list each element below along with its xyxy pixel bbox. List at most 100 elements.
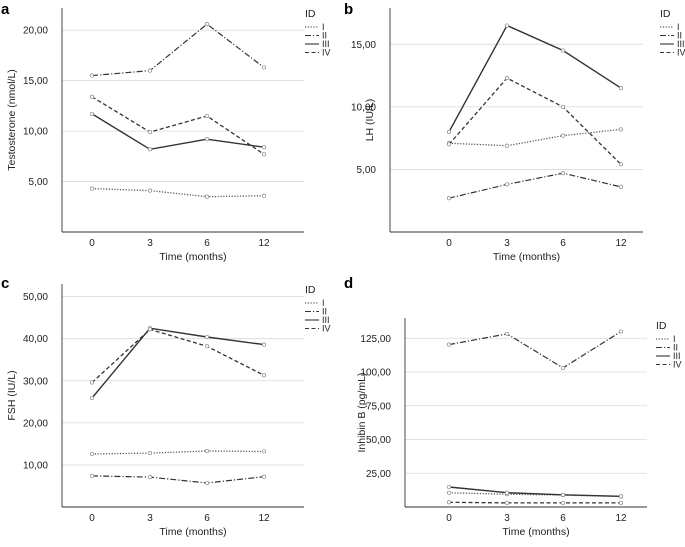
data-point-III bbox=[261, 342, 267, 347]
data-point-I bbox=[618, 127, 624, 132]
data-point-II bbox=[204, 480, 210, 486]
data-point-I bbox=[204, 194, 210, 199]
data-point-IV bbox=[446, 500, 452, 505]
x-tick-label: 3 bbox=[147, 238, 153, 249]
y-tick-label: 10,00 bbox=[351, 102, 376, 113]
data-point-I bbox=[204, 448, 210, 454]
data-point-III bbox=[204, 334, 210, 340]
data-point-III bbox=[618, 494, 624, 499]
data-point-II bbox=[504, 331, 510, 336]
data-point-II bbox=[204, 22, 210, 27]
data-point-II bbox=[89, 473, 95, 478]
y-axis-title: FSH (IU/L) bbox=[6, 370, 18, 420]
y-tick-label: 100,00 bbox=[360, 368, 391, 379]
x-axis-title: Time (months) bbox=[159, 526, 226, 538]
series-line-IV bbox=[448, 501, 621, 504]
data-point-III bbox=[504, 23, 510, 28]
data-point-IV bbox=[89, 94, 95, 99]
data-point-II bbox=[261, 474, 267, 479]
data-point-II bbox=[446, 342, 452, 347]
legend-label: IV bbox=[677, 48, 685, 58]
data-point-III bbox=[446, 484, 452, 490]
data-point-II bbox=[147, 475, 153, 480]
data-point-I bbox=[261, 449, 267, 454]
x-tick-label: 6 bbox=[204, 513, 210, 524]
series-line-II bbox=[91, 475, 265, 484]
x-tick-label: 12 bbox=[258, 238, 270, 249]
data-point-IV bbox=[89, 380, 95, 385]
data-point-III bbox=[560, 492, 566, 497]
x-tick-label: 12 bbox=[615, 238, 627, 249]
legend-label: II bbox=[322, 307, 327, 317]
series-line-I bbox=[448, 128, 622, 147]
data-point-IV bbox=[504, 500, 510, 505]
data-point-IV bbox=[147, 130, 153, 135]
y-tick-label: 10,00 bbox=[23, 127, 48, 138]
y-axis-title: Testosterone (nmol/L) bbox=[6, 69, 18, 171]
data-point-II bbox=[261, 65, 267, 70]
legend-title: ID bbox=[305, 8, 316, 20]
y-tick-label: 20,00 bbox=[23, 418, 48, 429]
legend-label: IV bbox=[322, 48, 331, 58]
data-point-I bbox=[261, 193, 267, 198]
data-point-IV bbox=[504, 76, 510, 81]
x-tick-label: 0 bbox=[89, 513, 95, 524]
data-point-IV bbox=[204, 113, 210, 119]
data-point-II bbox=[560, 365, 566, 370]
data-point-IV bbox=[147, 327, 153, 332]
data-point-II bbox=[560, 171, 566, 176]
series-line-II bbox=[91, 23, 265, 77]
series-line-IV bbox=[91, 328, 265, 383]
data-point-IV bbox=[618, 500, 624, 505]
data-point-IV bbox=[618, 162, 624, 167]
legend-title: ID bbox=[656, 320, 667, 332]
x-tick-label: 12 bbox=[615, 513, 627, 524]
series-line-III bbox=[91, 327, 265, 399]
data-point-III bbox=[147, 147, 153, 152]
legend-label: II bbox=[673, 343, 678, 353]
legend-label: II bbox=[322, 31, 327, 41]
legend-label: IV bbox=[673, 360, 682, 370]
series-line-III bbox=[448, 24, 622, 133]
x-tick-label: 6 bbox=[560, 238, 566, 249]
data-point-I bbox=[560, 133, 566, 138]
data-point-I bbox=[504, 143, 510, 148]
data-point-II bbox=[504, 182, 510, 187]
x-tick-label: 3 bbox=[504, 238, 510, 249]
data-point-I bbox=[89, 451, 95, 457]
data-point-III bbox=[89, 111, 95, 116]
y-tick-label: 125,00 bbox=[360, 334, 391, 345]
x-tick-label: 0 bbox=[89, 238, 95, 249]
y-tick-label: 20,00 bbox=[23, 26, 48, 37]
legend-title: ID bbox=[660, 8, 671, 20]
series-line-I bbox=[91, 187, 265, 198]
legend-label: III bbox=[322, 315, 330, 325]
data-point-II bbox=[618, 184, 624, 189]
legend-label: III bbox=[322, 39, 330, 49]
x-tick-label: 3 bbox=[504, 513, 510, 524]
data-point-I bbox=[147, 188, 153, 193]
data-point-IV bbox=[204, 344, 210, 349]
x-tick-label: 0 bbox=[446, 513, 452, 524]
data-point-IV bbox=[261, 373, 267, 378]
data-point-I bbox=[89, 186, 95, 191]
x-tick-label: 0 bbox=[446, 238, 452, 249]
y-tick-label: 30,00 bbox=[23, 376, 48, 387]
data-point-III bbox=[618, 86, 624, 91]
panel-d-inhibin-b-chart: d 25,00 50,00 75,00 100,00 125,00 0 3 6 12 Time (m… bbox=[344, 275, 682, 538]
data-point-II bbox=[446, 196, 452, 201]
data-point-I bbox=[147, 451, 153, 456]
y-axis-title: LH (IU/L) bbox=[364, 99, 376, 142]
data-point-II bbox=[89, 73, 95, 78]
panel-b-lh-chart: b 5,00 10,00 15,00 0 3 6 12 Time (months) LH (IU/… bbox=[344, 1, 685, 263]
y-axis-title: Inhibin B (pg/mL) bbox=[356, 373, 368, 453]
y-tick-label: 50,00 bbox=[23, 292, 48, 303]
data-point-IV bbox=[560, 500, 566, 505]
y-tick-label: 25,00 bbox=[366, 469, 391, 480]
data-point-IV bbox=[261, 152, 267, 157]
data-point-I bbox=[446, 490, 452, 495]
x-tick-label: 3 bbox=[147, 513, 153, 524]
legend-label: III bbox=[673, 351, 681, 361]
panel-letter: a bbox=[1, 1, 10, 18]
